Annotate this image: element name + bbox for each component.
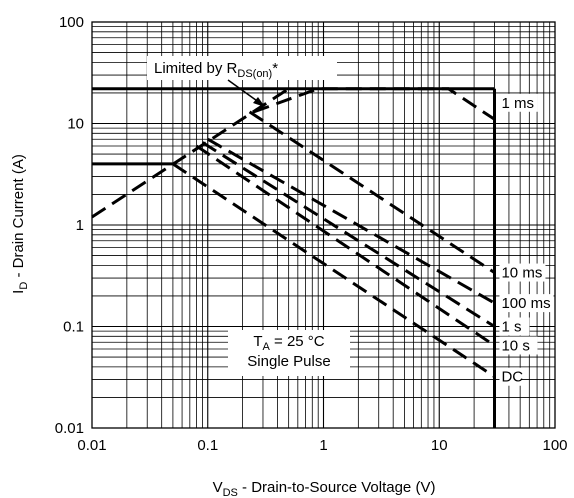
limited-by-arrow-head bbox=[253, 97, 265, 107]
x-tick-label: 1 bbox=[319, 437, 327, 454]
x-tick-label: 100 bbox=[542, 437, 567, 454]
curve-label-100-ms: 100 ms bbox=[501, 295, 550, 312]
curve-label-bg-10-ms bbox=[499, 263, 546, 282]
curve-label-1-ms: 1 ms bbox=[501, 95, 534, 112]
tick-labels: 0.01 0.1 1 10 100 100 10 1 0.1 0.01 bbox=[55, 14, 568, 454]
y-tick-label: 1 bbox=[76, 217, 84, 234]
curve-100-ms bbox=[207, 137, 496, 305]
x-tick-label: 0.01 bbox=[77, 437, 106, 454]
curve-label-dc: DC bbox=[501, 369, 523, 386]
conditions-box bbox=[228, 330, 350, 376]
curve-label-bg-dc bbox=[499, 367, 522, 386]
limited-by-label-bg bbox=[147, 56, 337, 80]
curve-dc bbox=[172, 162, 496, 378]
x-axis-title: VDS - Drain-to-Source Voltage (V) bbox=[213, 479, 436, 498]
plot-frame bbox=[91, 21, 556, 429]
curve-label-bg-1-ms bbox=[499, 93, 538, 112]
curve-10-ms bbox=[248, 110, 496, 274]
y-axis-title: ID - Drain Current (A) bbox=[10, 154, 30, 294]
conditions-line-1: TA = 25 °C bbox=[253, 333, 324, 353]
y-tick-label: 100 bbox=[59, 14, 84, 31]
y-tick-label: 10 bbox=[67, 116, 84, 133]
curve-10-s bbox=[195, 144, 496, 347]
y-tick-label: 0.1 bbox=[63, 319, 84, 336]
x-tick-label: 10 bbox=[431, 437, 448, 454]
curve-label-1-s: 1 s bbox=[501, 319, 521, 336]
curve-label-10-s: 10 s bbox=[501, 337, 529, 354]
y-tick-label: 0.01 bbox=[55, 420, 84, 437]
curve-label-bg-1-s bbox=[499, 317, 530, 336]
rds-on-limit-line bbox=[91, 87, 290, 219]
curve-label-10-ms: 10 ms bbox=[501, 265, 542, 282]
x-tick-label: 0.1 bbox=[197, 437, 218, 454]
curve-1-ms bbox=[253, 87, 496, 121]
plot-border bbox=[91, 21, 556, 429]
pulse-curves: 1 ms 10 ms 100 ms 1 s10 s DC bbox=[172, 87, 554, 386]
limited-by-arrow-line bbox=[227, 79, 261, 104]
curve-label-bg-100-ms bbox=[499, 294, 554, 313]
conditions-line-2: Single Pulse bbox=[247, 353, 330, 370]
curve-1-s bbox=[201, 141, 496, 328]
limited-by-label: Limited by RDS(on)* bbox=[154, 60, 278, 80]
curve-label-bg-10-s bbox=[499, 336, 538, 355]
